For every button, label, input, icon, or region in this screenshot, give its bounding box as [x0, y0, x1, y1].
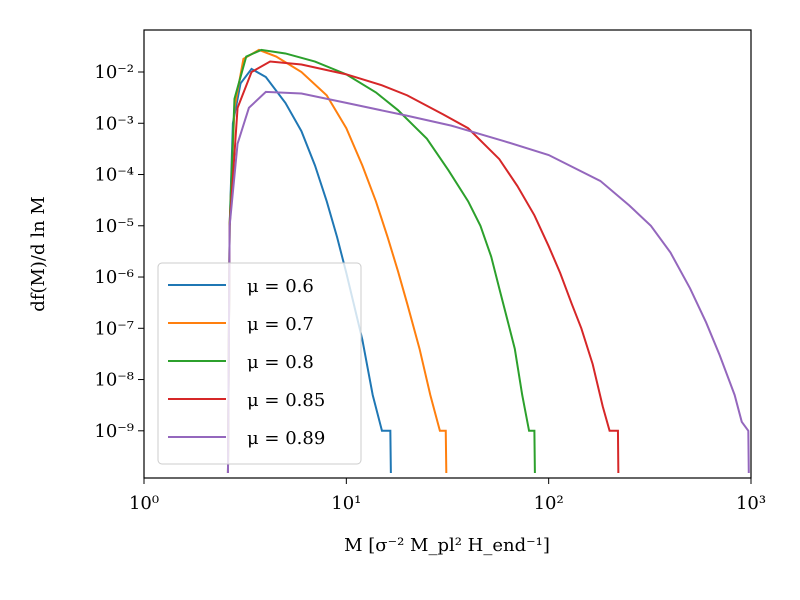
legend-label: μ = 0.8	[247, 352, 314, 373]
legend-label: μ = 0.7	[247, 314, 314, 335]
y-tick-label: 10⁻⁸	[94, 370, 134, 391]
x-tick-label: 10¹	[331, 493, 361, 514]
y-tick-label: 10⁻²	[94, 62, 134, 83]
series-line	[226, 48, 536, 474]
x-axis-label: M [σ⁻² M_pl² H_end⁻¹]	[344, 535, 550, 556]
series-line	[226, 48, 448, 474]
x-tick-label: 10³	[736, 493, 766, 514]
legend-label: μ = 0.89	[247, 428, 325, 449]
x-tick-label: 10⁰	[129, 493, 159, 514]
series-line	[226, 67, 392, 474]
plot-frame	[143, 29, 752, 479]
y-tick-label: 10⁻³	[94, 113, 134, 134]
y-tick-label: 10⁻⁹	[94, 421, 134, 442]
legend-label: μ = 0.6	[247, 276, 314, 297]
y-axis-label: df(M)/d ln M	[28, 196, 49, 311]
y-tick-label: 10⁻⁴	[94, 165, 134, 186]
y-tick-label: 10⁻⁷	[94, 318, 134, 339]
plot-lines	[226, 48, 750, 474]
series-line	[226, 60, 620, 474]
x-tick-label: 10²	[534, 493, 564, 514]
y-tick-label: 10⁻⁵	[94, 216, 134, 237]
y-tick-label: 10⁻⁶	[94, 267, 134, 288]
legend-label: μ = 0.85	[247, 390, 325, 411]
series-line	[226, 90, 750, 474]
legend-box	[157, 262, 362, 465]
